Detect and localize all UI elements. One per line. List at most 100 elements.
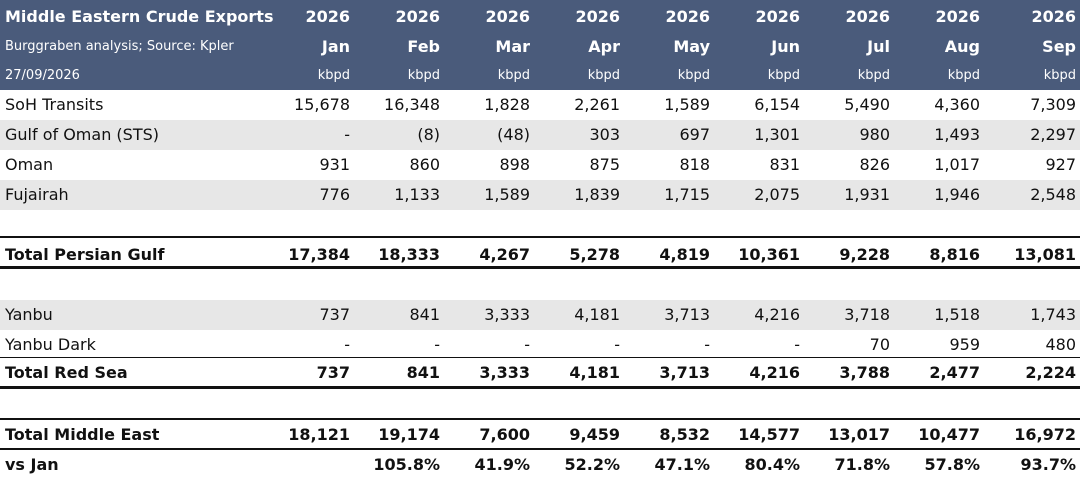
cell-sep: 1,743 <box>1030 305 1076 324</box>
cell-jun: 10,361 <box>738 245 800 264</box>
table-header: Middle Eastern Crude Exports 2026 2026 2… <box>0 0 1080 90</box>
cell-mar: 41.9% <box>474 455 530 474</box>
cell-jun: 80.4% <box>744 455 800 474</box>
month-apr: Apr <box>588 37 620 56</box>
cell-jun: 2,075 <box>754 185 800 204</box>
cell-sep: 16,972 <box>1014 425 1076 444</box>
cell-may: 4,819 <box>659 245 710 264</box>
cell-mar: (48) <box>497 125 530 144</box>
row-label: Total Middle East <box>5 425 160 444</box>
cell-jan: 931 <box>319 155 350 174</box>
cell-apr: 5,278 <box>569 245 620 264</box>
year-jul: 2026 <box>845 7 890 26</box>
row-yanbu: Yanbu 737 841 3,333 4,181 3,713 4,216 3,… <box>0 300 1080 330</box>
row-label: Gulf of Oman (STS) <box>5 125 159 144</box>
cell-jan: 15,678 <box>294 95 350 114</box>
cell-sep: 13,081 <box>1014 245 1076 264</box>
cell-mar: 7,600 <box>479 425 530 444</box>
cell-apr: 9,459 <box>569 425 620 444</box>
year-feb: 2026 <box>395 7 440 26</box>
cell-feb: 16,348 <box>384 95 440 114</box>
cell-jul: 980 <box>859 125 890 144</box>
year-jun: 2026 <box>755 7 800 26</box>
cell-feb: 841 <box>409 305 440 324</box>
cell-feb: 105.8% <box>373 455 440 474</box>
divider-line <box>0 266 1080 269</box>
row-label: Fujairah <box>5 185 69 204</box>
cell-jul: 70 <box>869 335 890 354</box>
divider-line <box>0 236 1080 238</box>
cell-jun: 4,216 <box>754 305 800 324</box>
month-jan: Jan <box>321 37 350 56</box>
cell-apr: 4,181 <box>574 305 620 324</box>
header-year-row: Middle Eastern Crude Exports 2026 2026 2… <box>0 2 1080 32</box>
cell-jul: 5,490 <box>844 95 890 114</box>
cell-jun: 4,216 <box>749 363 800 382</box>
year-aug: 2026 <box>935 7 980 26</box>
year-sep: 2026 <box>1031 7 1076 26</box>
cell-sep: 2,224 <box>1025 363 1076 382</box>
cell-aug: 959 <box>949 335 980 354</box>
cell-aug: 8,816 <box>929 245 980 264</box>
table-subtitle: Burggraben analysis; Source: Kpler <box>5 39 234 54</box>
cell-feb: - <box>434 335 440 354</box>
cell-feb: 1,133 <box>394 185 440 204</box>
cell-feb: (8) <box>417 125 440 144</box>
cell-jan: 737 <box>319 305 350 324</box>
row-label: vs Jan <box>5 455 59 474</box>
cell-jan: 17,384 <box>288 245 350 264</box>
unit-aug: kbpd <box>947 68 980 83</box>
row-total-red-sea: Total Red Sea 737 841 3,333 4,181 3,713 … <box>0 358 1080 388</box>
cell-mar: 1,828 <box>484 95 530 114</box>
cell-mar: - <box>524 335 530 354</box>
cell-jun: 14,577 <box>738 425 800 444</box>
cell-sep: 480 <box>1045 335 1076 354</box>
unit-mar: kbpd <box>497 68 530 83</box>
month-aug: Aug <box>944 37 980 56</box>
cell-jan: 776 <box>319 185 350 204</box>
table-title: Middle Eastern Crude Exports <box>5 7 274 26</box>
row-total-middle-east: Total Middle East 18,121 19,174 7,600 9,… <box>0 420 1080 450</box>
cell-apr: 52.2% <box>564 455 620 474</box>
cell-jul: 1,931 <box>844 185 890 204</box>
row-label: Oman <box>5 155 54 174</box>
cell-sep: 927 <box>1045 155 1076 174</box>
month-feb: Feb <box>407 37 440 56</box>
year-apr: 2026 <box>575 7 620 26</box>
cell-aug: 2,477 <box>929 363 980 382</box>
cell-feb: 18,333 <box>378 245 440 264</box>
unit-feb: kbpd <box>407 68 440 83</box>
cell-may: 3,713 <box>664 305 710 324</box>
cell-may: 1,715 <box>664 185 710 204</box>
row-soh-transits: SoH Transits 15,678 16,348 1,828 2,261 1… <box>0 90 1080 120</box>
row-vs-jan: vs Jan 105.8% 41.9% 52.2% 47.1% 80.4% 71… <box>0 450 1080 480</box>
month-sep: Sep <box>1042 37 1076 56</box>
cell-sep: 7,309 <box>1030 95 1076 114</box>
year-jan: 2026 <box>305 7 350 26</box>
row-label: Total Red Sea <box>5 363 128 382</box>
cell-may: 818 <box>679 155 710 174</box>
cell-may: 1,589 <box>664 95 710 114</box>
cell-jan: - <box>344 335 350 354</box>
cell-jul: 826 <box>859 155 890 174</box>
cell-jun: 831 <box>769 155 800 174</box>
row-label: Yanbu Dark <box>5 335 96 354</box>
cell-jul: 13,017 <box>828 425 890 444</box>
cell-aug: 1,518 <box>934 305 980 324</box>
cell-apr: - <box>614 335 620 354</box>
row-oman: Oman 931 860 898 875 818 831 826 1,017 9… <box>0 150 1080 180</box>
month-may: May <box>673 37 710 56</box>
cell-may: - <box>704 335 710 354</box>
month-jun: Jun <box>771 37 800 56</box>
cell-jul: 9,228 <box>839 245 890 264</box>
unit-jan: kbpd <box>317 68 350 83</box>
table-date: 27/09/2026 <box>5 68 80 83</box>
cell-aug: 57.8% <box>924 455 980 474</box>
cell-sep: 2,297 <box>1030 125 1076 144</box>
cell-may: 3,713 <box>659 363 710 382</box>
cell-mar: 3,333 <box>479 363 530 382</box>
row-gulf-of-oman: Gulf of Oman (STS) - (8) (48) 303 697 1,… <box>0 120 1080 150</box>
cell-mar: 4,267 <box>479 245 530 264</box>
cell-may: 8,532 <box>659 425 710 444</box>
